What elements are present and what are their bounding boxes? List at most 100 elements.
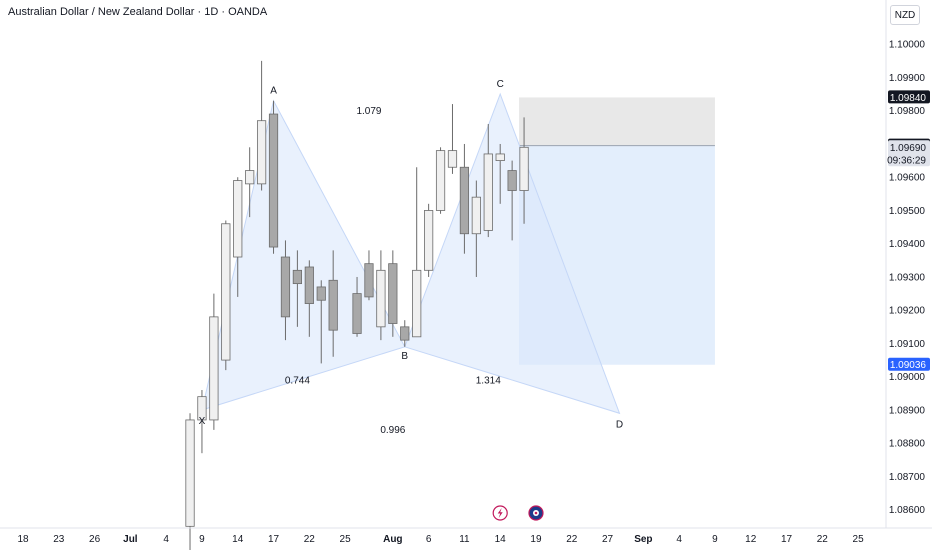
candle — [519, 117, 529, 224]
candle — [233, 177, 243, 297]
price-tag-text: 1.09840 — [890, 93, 927, 104]
candle-body — [495, 153, 505, 161]
candle — [304, 260, 314, 337]
time-tick-label: 4 — [163, 534, 169, 545]
time-axis[interactable]: 18 23 26 Jul 4 9 14 17 22 25 Aug 6 11 14 19 22 27 Sep 4 9 12… — [17, 534, 864, 545]
time-tick-label: 22 — [566, 534, 578, 545]
point-label-c: C — [497, 79, 504, 90]
candle-body — [233, 180, 243, 258]
time-tick-label: 27 — [602, 534, 614, 545]
pattern-labels: X A B C D 1.079 0.744 0.996 1.314 — [199, 79, 624, 436]
price-tick-label: 1.09100 — [889, 339, 926, 350]
candle-body — [507, 170, 517, 191]
flag-icon[interactable] — [528, 505, 544, 521]
flash-icon[interactable] — [492, 505, 508, 521]
price-axis[interactable]: 1.100001.099001.098001.097001.096001.095… — [889, 40, 926, 516]
fib-ratio-label: 0.744 — [285, 375, 310, 386]
chart-title: Australian Dollar / New Zealand Dollar ·… — [8, 6, 268, 18]
candle — [400, 320, 410, 347]
candle-body — [280, 256, 291, 318]
candle — [292, 250, 302, 327]
price-tick-label: 1.08600 — [889, 505, 926, 516]
candle-body — [209, 316, 219, 421]
point-label-x: X — [199, 416, 206, 427]
candles — [185, 60, 529, 550]
candle-body — [412, 269, 422, 338]
time-tick-label: 17 — [781, 534, 793, 545]
candle-body — [256, 120, 267, 185]
candle — [388, 250, 398, 337]
candle-body — [364, 263, 374, 298]
price-tick-label: 1.09900 — [889, 73, 926, 84]
point-label-b: B — [401, 351, 408, 362]
candle-body — [519, 146, 529, 191]
price-tick-label: 1.09000 — [889, 372, 926, 383]
candle — [268, 100, 279, 254]
event-markers[interactable] — [492, 505, 544, 521]
time-tick-label: Jul — [123, 534, 138, 545]
candle-body — [268, 113, 279, 248]
price-tick-label: 1.08900 — [889, 405, 926, 416]
time-tick-label: 6 — [426, 534, 432, 545]
candle — [245, 147, 255, 218]
price-tick-label: 1.08700 — [889, 472, 926, 483]
currency-button[interactable]: NZD — [890, 5, 920, 25]
price-tick-label: 1.09400 — [889, 239, 926, 250]
candle — [412, 167, 422, 338]
fib-ratio-label: 1.314 — [476, 375, 501, 386]
time-tick-label: 14 — [495, 534, 507, 545]
time-tick-label: Sep — [634, 534, 652, 545]
candle — [209, 293, 219, 430]
candle — [328, 250, 338, 357]
candle-body — [483, 153, 493, 231]
fib-ratio-label: 0.996 — [380, 425, 405, 436]
candle — [316, 280, 326, 364]
candle — [483, 124, 493, 238]
candle — [424, 203, 434, 277]
price-tick-label: 1.08800 — [889, 439, 926, 450]
candle — [495, 143, 505, 204]
candle — [507, 160, 517, 241]
candle — [435, 147, 446, 214]
time-tick-label: 25 — [853, 534, 865, 545]
candle-body — [197, 396, 207, 421]
price-tick-label: 1.09300 — [889, 272, 926, 283]
candle-body — [400, 326, 410, 341]
time-tick-label: 22 — [817, 534, 829, 545]
candle-body — [328, 279, 338, 331]
price-tag: 1.09036 — [888, 357, 930, 371]
candle-body — [376, 269, 386, 328]
candle — [197, 390, 207, 454]
candle-body — [447, 150, 458, 168]
time-tick-label: 11 — [459, 534, 470, 545]
candle-body — [424, 210, 434, 271]
candle-body — [221, 223, 231, 361]
candle-body — [435, 150, 446, 211]
price-tick-label: 1.09500 — [889, 206, 926, 217]
candle — [221, 220, 231, 371]
candle — [280, 240, 291, 341]
candle — [459, 143, 470, 254]
time-tick-label: 23 — [53, 534, 65, 545]
flag-icon-dot — [534, 511, 538, 515]
point-label-a: A — [270, 86, 277, 97]
stop-zone — [519, 97, 715, 146]
price-tick-label: 1.09600 — [889, 173, 926, 184]
time-tick-label: 9 — [199, 534, 205, 545]
pattern-bcd-triangle — [404, 92, 621, 415]
price-tick-label: 1.09200 — [889, 306, 926, 317]
price-tag-text: 1.09690 — [890, 143, 927, 154]
countdown-text: 09:36:29 — [887, 155, 926, 166]
time-tick-label: 14 — [232, 534, 244, 545]
candle — [376, 250, 386, 341]
candle — [364, 250, 374, 301]
price-tag-bg — [888, 90, 930, 104]
candle-body — [352, 293, 362, 334]
candle — [256, 60, 267, 191]
candle-body — [185, 419, 195, 527]
time-tick-label: 18 — [17, 534, 29, 545]
price-tick-label: 1.09800 — [889, 106, 926, 117]
price-tag-text: 1.09036 — [890, 360, 927, 371]
